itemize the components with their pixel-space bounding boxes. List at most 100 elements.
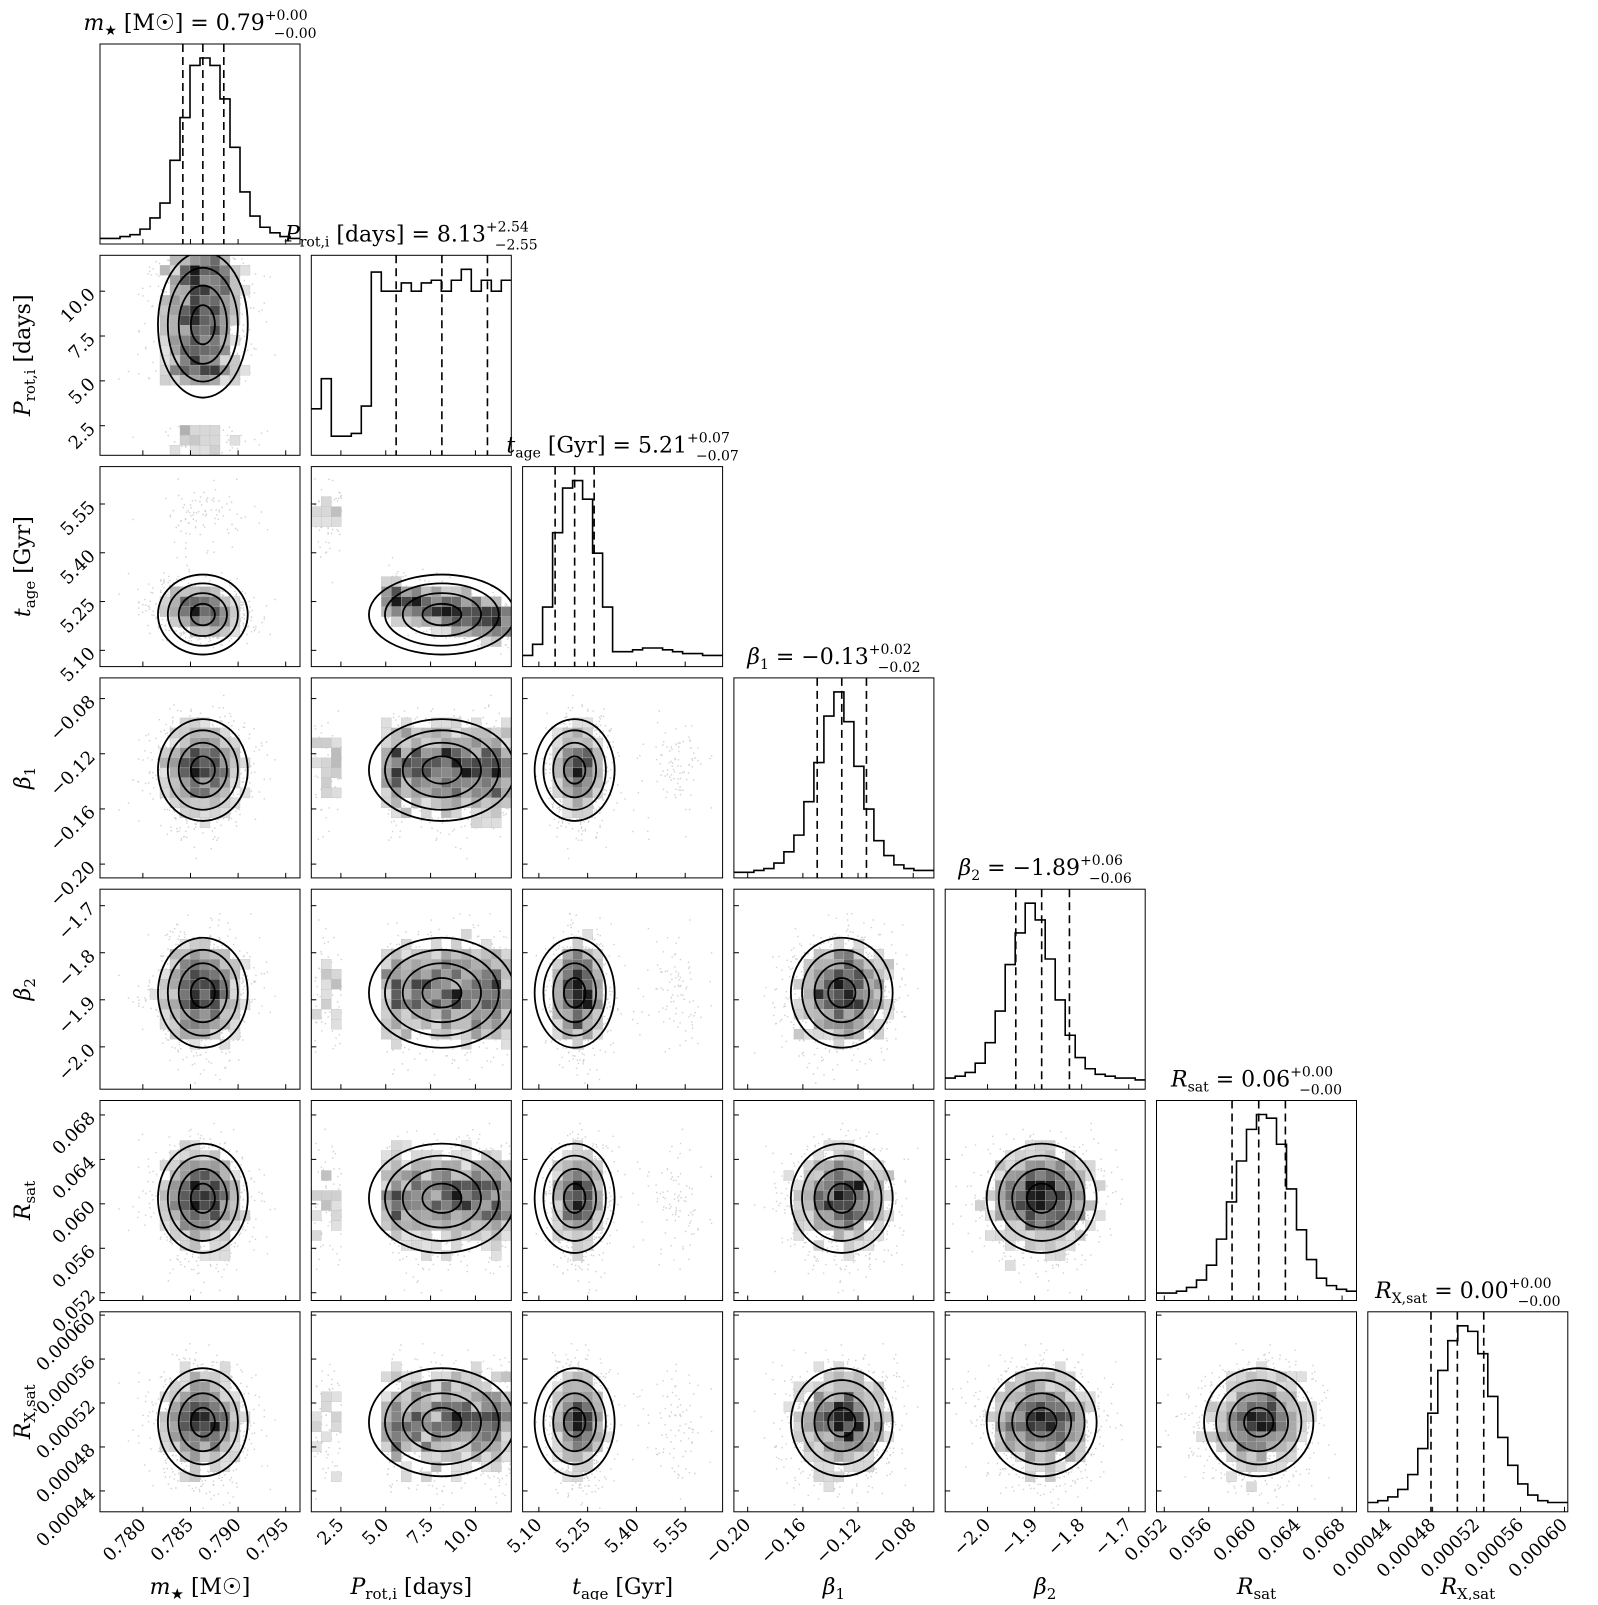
contour-level-1 xyxy=(1026,1182,1058,1214)
density-cell xyxy=(431,1200,442,1211)
density-cell xyxy=(431,1381,442,1392)
density-cell xyxy=(1286,1401,1297,1412)
density-cell xyxy=(873,979,885,990)
density-cell xyxy=(1035,1230,1046,1241)
contour-level-1 xyxy=(189,1406,216,1438)
density-cell xyxy=(321,969,332,980)
density-cell xyxy=(491,606,502,617)
density-cell xyxy=(471,1361,482,1372)
density-cell xyxy=(592,1421,603,1432)
density-cell xyxy=(411,767,422,779)
panel-content xyxy=(533,1122,713,1294)
contour-level-1 xyxy=(1026,1406,1058,1438)
density-cell xyxy=(421,1381,432,1392)
contour-level-2 xyxy=(1228,1392,1289,1453)
density-cell xyxy=(411,989,422,1000)
contour-level-1 xyxy=(189,602,216,627)
density-cell xyxy=(331,969,342,980)
contour-level-2 xyxy=(401,1168,482,1229)
density-cell xyxy=(331,787,342,799)
density-cell xyxy=(391,606,402,617)
density-cell xyxy=(481,777,492,789)
y-tick-label-prot: 10.0 xyxy=(57,284,100,327)
density-cell xyxy=(229,1451,241,1462)
density-cell xyxy=(1025,1431,1036,1442)
density-cell xyxy=(219,1190,231,1201)
density-cell xyxy=(501,717,512,729)
density-cell xyxy=(1055,1180,1066,1191)
y-tick-label-b2: −2.0 xyxy=(54,1040,100,1086)
panel-frame xyxy=(310,1311,512,1513)
density-cell xyxy=(179,767,191,779)
y-tick-label-b1: −0.20 xyxy=(46,857,100,911)
density-cell xyxy=(572,1170,583,1181)
x-tick-label-m: 0.780 xyxy=(99,1514,150,1565)
contour-level-3 xyxy=(384,1379,500,1466)
density-cell xyxy=(199,1451,211,1462)
density-cell xyxy=(975,1200,986,1211)
density-cell xyxy=(411,757,422,769)
density-cell xyxy=(199,445,211,456)
density-cell xyxy=(331,1200,342,1211)
density-cell xyxy=(572,1421,583,1432)
density-cell xyxy=(1035,1200,1046,1211)
contour-level-1 xyxy=(563,1182,587,1214)
density-cell xyxy=(431,1220,442,1231)
contour-level-3 xyxy=(801,1379,883,1466)
density-cell xyxy=(1256,1421,1267,1432)
hist-frame-prot xyxy=(310,254,512,456)
density-cell xyxy=(431,1461,442,1472)
panel-content xyxy=(952,1122,1123,1294)
density-cell xyxy=(199,939,211,950)
density-cell xyxy=(582,1180,593,1191)
density-cell xyxy=(451,969,462,980)
x-tick-label-m: 0.790 xyxy=(194,1514,245,1565)
hist-panel-rx: RX,sat = 0.00+0.00 −0.00 xyxy=(1367,1276,1569,1513)
x-axis-b2: −2.0 −1.9 −1.8 −1.7β2 xyxy=(949,1514,1136,1602)
density-cell xyxy=(179,315,191,326)
density-cell xyxy=(431,1411,442,1422)
density-cell xyxy=(411,1411,422,1422)
density-cell xyxy=(833,1009,845,1020)
x-tick-label-b2: −1.8 xyxy=(1043,1514,1089,1560)
density-cell xyxy=(481,1401,492,1412)
contour-level-2 xyxy=(552,741,597,799)
density-cell xyxy=(381,1220,392,1231)
density-cell xyxy=(1246,1451,1257,1462)
density-cell xyxy=(853,1461,865,1472)
y-axis-label-b1: β1 xyxy=(11,767,39,790)
density-cell xyxy=(803,979,815,990)
density-cell xyxy=(391,616,402,627)
density-cell xyxy=(239,999,251,1010)
density-cell xyxy=(471,1170,482,1181)
contour-level-4 xyxy=(368,573,512,656)
density-cell xyxy=(219,325,231,336)
density-cell xyxy=(431,1240,442,1251)
contour-level-4 xyxy=(157,255,249,399)
density-cell xyxy=(1015,1190,1026,1201)
density-cell xyxy=(451,797,462,809)
density-cell xyxy=(1085,1200,1096,1211)
panel-content xyxy=(533,694,713,860)
density-cell xyxy=(461,1431,472,1442)
panel-rsat-vs-b2 xyxy=(944,1100,1146,1301)
contour-level-1 xyxy=(563,755,587,785)
histogram-b1 xyxy=(733,691,934,874)
density-cell xyxy=(863,1160,875,1171)
density-cell xyxy=(159,265,171,276)
density-cell xyxy=(572,939,583,950)
density-cell xyxy=(179,325,191,336)
density-cell xyxy=(421,1451,432,1462)
density-cell xyxy=(843,1240,855,1251)
density-cell xyxy=(209,295,221,306)
x-tick-label-b1: −0.20 xyxy=(701,1514,755,1568)
density-cell xyxy=(321,989,332,1000)
density-cell xyxy=(189,939,201,950)
density-cell xyxy=(431,1421,442,1432)
panel-content xyxy=(311,1122,512,1294)
contour-level-4 xyxy=(789,1367,894,1478)
density-cell xyxy=(199,265,211,276)
contour-level-3 xyxy=(997,1154,1086,1242)
density-cell xyxy=(582,1019,593,1030)
density-cell xyxy=(199,1009,211,1020)
